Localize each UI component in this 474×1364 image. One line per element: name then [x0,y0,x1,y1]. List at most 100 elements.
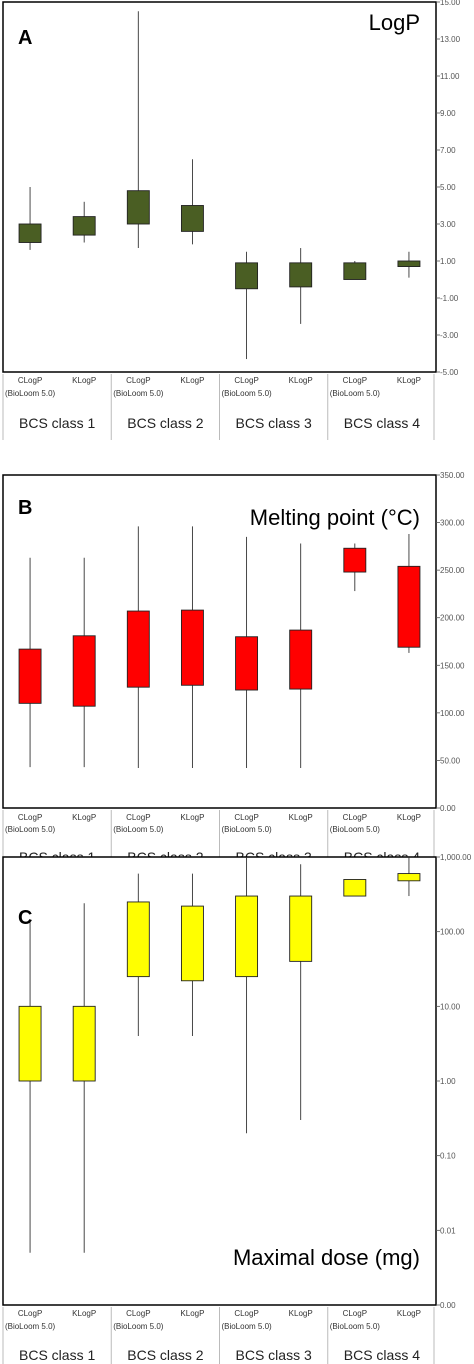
group-label: BCS class 4 [344,415,420,431]
y-tick-label: 300.00 [440,519,465,528]
y-tick-label: 1,000.00 [440,853,472,862]
category-sublabel: (BioLoom 5.0) [113,389,164,398]
category-label: KLogP [72,813,96,822]
y-tick-label: 350.00 [440,471,465,480]
category-label: CLogP [18,376,42,385]
box-1 [18,1005,42,1082]
category-label: KLogP [397,376,421,385]
y-tick-label: 15.00 [440,0,461,7]
chart-title: Maximal dose (mg) [233,1245,420,1270]
box-5 [235,636,259,691]
panel-letter: A [18,27,32,49]
category-label: CLogP [234,1309,258,1318]
category-label: CLogP [126,813,150,822]
chart-title: LogP [369,10,420,35]
panel-letter: C [18,907,32,929]
chart-title: Melting point (°C) [250,505,420,530]
category-sublabel: (BioLoom 5.0) [5,1322,56,1331]
box-8 [397,873,421,882]
y-tick-label: 200.00 [440,614,465,623]
chart-panel-c: 0.00 0.01 0.10 1.00 10.00 100.00 1,000.00 CLogP… [2,853,472,1364]
chart-panel-a: -5.00 -3.00 -1.00 1.00 3.00 5.00 7.00 9.00 11.00… [2,0,461,440]
category-sublabel: (BioLoom 5.0) [5,389,56,398]
box-6 [289,629,313,690]
box-5 [235,895,259,978]
box-4 [180,205,204,232]
box-2 [72,1005,96,1082]
y-tick-label: 100.00 [440,928,465,937]
category-sublabel: (BioLoom 5.0) [221,825,272,834]
y-tick-label: 3.00 [440,220,456,229]
group-label: BCS class 1 [19,1347,95,1363]
y-tick-label: 10.00 [440,1002,461,1011]
category-label: CLogP [234,376,258,385]
y-tick-label: 1.00 [440,1077,456,1086]
panel-letter: B [18,497,32,519]
category-label: KLogP [397,813,421,822]
category-sublabel: (BioLoom 5.0) [221,389,272,398]
y-tick-label: 250.00 [440,566,465,575]
y-tick-label: 50.00 [440,756,461,765]
group-label: BCS class 4 [344,1347,420,1363]
y-tick-label: 1.00 [440,257,456,266]
category-label: CLogP [126,376,150,385]
group-label: BCS class 2 [127,1347,203,1363]
y-tick-label: 0.10 [440,1152,456,1161]
box-2 [72,216,96,236]
category-label: KLogP [289,813,313,822]
plot-frame [2,856,437,1306]
category-sublabel: (BioLoom 5.0) [113,1322,164,1331]
y-tick-label: 0.01 [440,1226,456,1235]
box-3 [126,610,150,688]
box-6 [289,262,313,288]
plot-frame [2,1,437,373]
category-label: KLogP [397,1309,421,1318]
y-tick-label: 9.00 [440,109,456,118]
y-tick-label: 100.00 [440,709,465,718]
box-1 [18,648,42,704]
category-sublabel: (BioLoom 5.0) [5,825,56,834]
box-3 [126,190,150,225]
box-5 [235,262,259,290]
box-1 [18,223,42,243]
box-7 [343,262,367,280]
box-6 [289,895,313,962]
chart-panel-b: 0.00 50.00 100.00 150.00 200.00 250.00 300.00 3… [2,471,465,875]
category-sublabel: (BioLoom 5.0) [330,825,381,834]
category-label: CLogP [18,813,42,822]
box-7 [343,547,367,573]
category-label: KLogP [72,376,96,385]
box-8 [397,260,421,267]
category-sublabel: (BioLoom 5.0) [221,1322,272,1331]
y-tick-label: -5.00 [440,368,459,377]
box-3 [126,901,150,978]
y-tick-label: -1.00 [440,294,459,303]
category-label: CLogP [126,1309,150,1318]
y-tick-label: 150.00 [440,661,465,670]
y-tick-label: -3.00 [440,331,459,340]
category-label: CLogP [18,1309,42,1318]
group-label: BCS class 3 [236,1347,312,1363]
category-label: KLogP [180,1309,204,1318]
category-label: KLogP [180,813,204,822]
category-label: CLogP [343,813,367,822]
box-8 [397,565,421,648]
y-tick-label: 5.00 [440,183,456,192]
y-tick-label: 0.00 [440,1301,456,1310]
box-4 [180,905,204,982]
box-4 [180,609,204,686]
category-label: CLogP [234,813,258,822]
category-label: CLogP [343,376,367,385]
y-tick-label: 7.00 [440,146,456,155]
y-tick-label: 0.00 [440,804,456,813]
category-label: KLogP [289,1309,313,1318]
category-sublabel: (BioLoom 5.0) [330,1322,381,1331]
box-2 [72,635,96,707]
category-sublabel: (BioLoom 5.0) [330,389,381,398]
category-label: CLogP [343,1309,367,1318]
category-label: KLogP [289,376,313,385]
group-label: BCS class 2 [127,415,203,431]
group-label: BCS class 1 [19,415,95,431]
y-tick-label: 11.00 [440,72,460,81]
